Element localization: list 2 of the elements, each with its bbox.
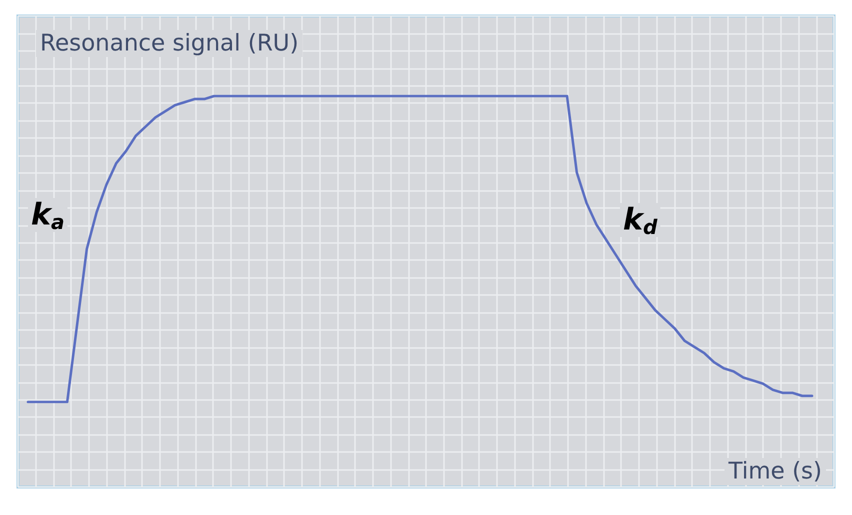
y-axis-title: Resonance signal (RU)	[40, 30, 299, 56]
x-axis-title: Time (s)	[727, 458, 822, 484]
